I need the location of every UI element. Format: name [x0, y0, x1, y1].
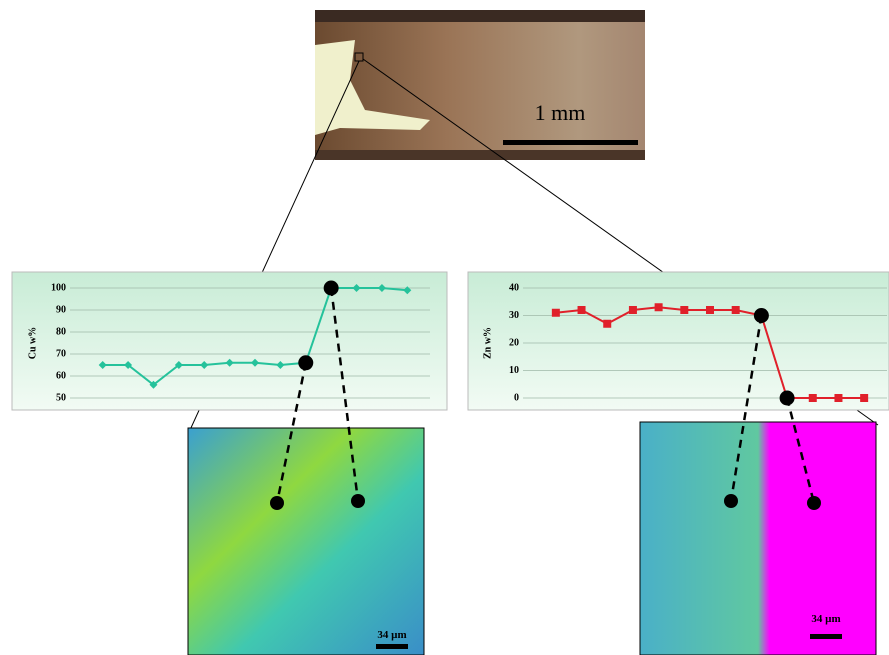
y-axis-title: Zn w% [482, 327, 493, 359]
marker [706, 306, 714, 314]
marker [680, 306, 688, 314]
marker [655, 303, 663, 311]
scale-bar [810, 634, 842, 639]
y-tick-label: 30 [509, 310, 519, 321]
y-tick-label: 20 [509, 337, 519, 348]
y-tick-label: 60 [56, 370, 66, 381]
y-tick-label: 50 [56, 392, 66, 403]
y-tick-label: 0 [514, 392, 519, 403]
scale-label: 1 mm [535, 100, 586, 125]
figure: 1 mm 34 µm 34 µm 50 60 70 80 90 100 Cu w% 0 10 20… [0, 0, 889, 655]
micrograph-edge [315, 10, 645, 22]
scale-label: 34 µm [811, 613, 840, 625]
cu-map [188, 428, 424, 655]
marker [834, 394, 842, 402]
y-tick-label: 90 [56, 304, 66, 315]
micrograph [315, 10, 645, 160]
marker [552, 309, 560, 317]
marker [629, 306, 637, 314]
highlight-point [298, 355, 313, 370]
marker [578, 306, 586, 314]
scale-label: 34 µm [377, 629, 406, 641]
chart-panel [468, 272, 889, 410]
highlight-point [324, 281, 339, 296]
y-axis-title: Cu w% [27, 327, 38, 360]
marker [809, 394, 817, 402]
marker [603, 320, 611, 328]
chart-panel [12, 272, 447, 410]
micrograph-edge [315, 150, 645, 160]
highlight-point [780, 391, 795, 406]
y-tick-label: 40 [509, 282, 519, 293]
y-tick-label: 80 [56, 326, 66, 337]
y-tick-label: 100 [51, 282, 66, 293]
marker [860, 394, 868, 402]
y-tick-label: 10 [509, 365, 519, 376]
highlight-point [754, 308, 769, 323]
scale-bar [503, 140, 638, 145]
scale-bar [376, 644, 408, 649]
y-tick-label: 70 [56, 348, 66, 359]
marker [732, 306, 740, 314]
